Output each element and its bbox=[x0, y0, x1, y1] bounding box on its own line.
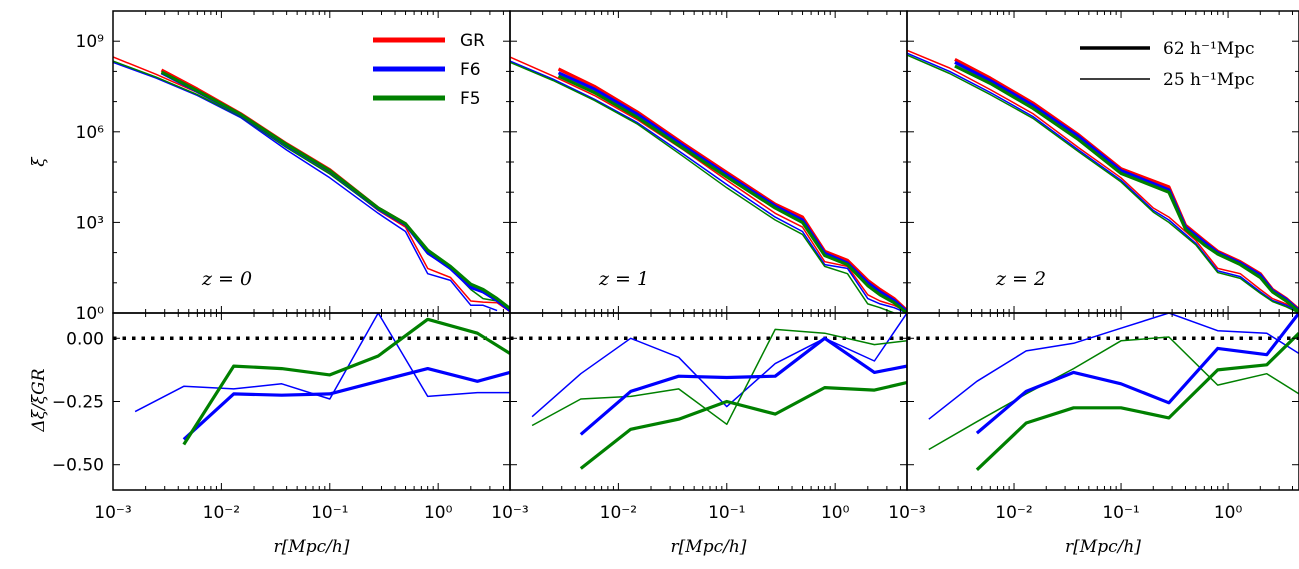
legend-label-GR: GR bbox=[460, 31, 485, 51]
x-tick-label: 10⁻¹ bbox=[1102, 503, 1139, 523]
y-tick-label: −0.25 bbox=[52, 393, 104, 413]
legend-label-F6: F6 bbox=[460, 60, 481, 80]
delta-line-F6-62 bbox=[579, 336, 907, 436]
delta-panel-0 bbox=[113, 313, 510, 446]
delta-line-F5-62 bbox=[182, 317, 510, 446]
xi-line-F6-25 bbox=[907, 52, 1299, 313]
xi-line-F5-25 bbox=[510, 61, 895, 313]
x-tick-label: 10⁻¹ bbox=[708, 503, 745, 523]
x-tick-label: 10⁻² bbox=[203, 503, 240, 523]
xi-line-F5-25 bbox=[113, 60, 510, 312]
xi-panel-1 bbox=[510, 56, 907, 313]
delta-line-F5-62 bbox=[975, 332, 1299, 471]
y-tick-label: 10⁶ bbox=[76, 123, 105, 143]
delta-line-F5-25 bbox=[531, 328, 907, 427]
y-tick-label: −0.50 bbox=[52, 456, 104, 476]
xi-line-GR-25 bbox=[907, 49, 1299, 312]
delta-panel-1 bbox=[510, 313, 907, 470]
x-tick-label: 10⁰ bbox=[821, 503, 850, 523]
delta-panel-2 bbox=[907, 313, 1299, 471]
xi-line-F5-62 bbox=[557, 74, 907, 313]
xi-line-F6-25 bbox=[510, 60, 907, 313]
xi-panel-0 bbox=[113, 56, 510, 313]
y-axis-label-top: ξ bbox=[29, 156, 49, 167]
delta-line-F6-25 bbox=[134, 313, 510, 413]
xi-line-GR-25 bbox=[113, 56, 510, 313]
y-tick-label: 10⁰ bbox=[76, 304, 105, 324]
delta-line-F5-25 bbox=[928, 336, 1299, 451]
delta-line-F5-62 bbox=[579, 380, 907, 470]
xi-line-GR-25 bbox=[510, 56, 907, 313]
redshift-label: z = 0 bbox=[201, 268, 252, 290]
y-tick-label: 0.00 bbox=[66, 329, 104, 349]
x-tick-label: 10⁻² bbox=[600, 503, 637, 523]
x-tick-label: 10⁻³ bbox=[491, 503, 528, 523]
xi-panel-2 bbox=[907, 49, 1299, 313]
y-tick-label: 10³ bbox=[76, 213, 104, 233]
delta-line-F6-25 bbox=[928, 313, 1299, 420]
x-axis-label: r[Mpc/h] bbox=[671, 537, 747, 557]
y-tick-label: 10⁹ bbox=[76, 32, 105, 52]
x-axis-label: r[Mpc/h] bbox=[274, 537, 350, 557]
y-axis-label-bottom: Δξ/ξGR bbox=[29, 368, 49, 432]
legend-label-box: 62 h⁻¹Mpc bbox=[1163, 39, 1255, 59]
redshift-label: z = 1 bbox=[598, 268, 649, 290]
legend-label-F5: F5 bbox=[460, 89, 481, 109]
xi-line-F6-62 bbox=[557, 71, 907, 313]
delta-line-F6-62 bbox=[975, 313, 1299, 435]
xi-line-GR-62 bbox=[557, 67, 907, 312]
x-tick-label: 10⁻³ bbox=[94, 503, 131, 523]
x-tick-label: 10⁻¹ bbox=[311, 503, 348, 523]
x-tick-label: 10⁰ bbox=[424, 503, 453, 523]
x-tick-label: 10⁻² bbox=[995, 503, 1032, 523]
x-tick-label: 10⁰ bbox=[1214, 503, 1243, 523]
redshift-label: z = 2 bbox=[995, 268, 1046, 290]
xi-line-F5-25 bbox=[907, 54, 1299, 313]
delta-line-F6-25 bbox=[531, 313, 907, 418]
xi-line-F5-62 bbox=[954, 64, 1299, 313]
xi-line-F5-62 bbox=[160, 70, 510, 310]
x-axis-label: r[Mpc/h] bbox=[1065, 537, 1141, 557]
x-tick-label: 10⁻³ bbox=[888, 503, 925, 523]
delta-line-F6-62 bbox=[182, 367, 510, 441]
legend-label-box: 25 h⁻¹Mpc bbox=[1163, 70, 1255, 90]
